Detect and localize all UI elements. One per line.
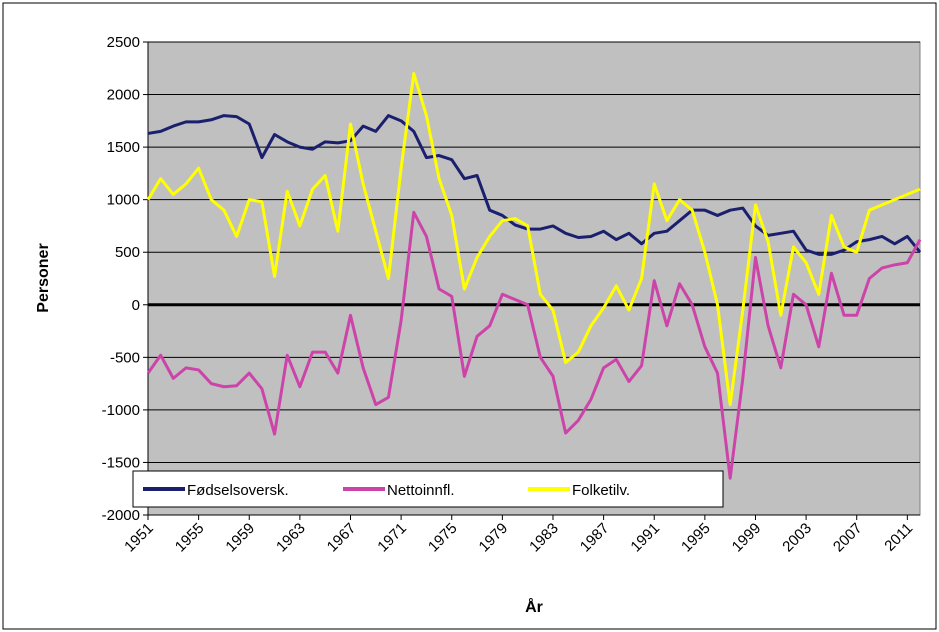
y-tick-label: -1500	[102, 454, 140, 471]
y-tick-label: -500	[110, 349, 140, 366]
y-tick-label: 2500	[107, 34, 140, 51]
legend-label: Nettoinnfl.	[387, 482, 455, 499]
y-tick-label: -2000	[102, 507, 140, 524]
y-axis-title: Personer	[35, 243, 52, 312]
y-tick-label: 1500	[107, 139, 140, 156]
y-tick-label: 0	[132, 297, 140, 314]
y-tick-label: -1000	[102, 402, 140, 419]
legend-label: Folketilv.	[572, 482, 630, 499]
y-tick-label: 2000	[107, 87, 140, 104]
y-tick-label: 1000	[107, 192, 140, 209]
y-tick-label: 500	[115, 244, 140, 261]
series-line	[147, 114, 922, 256]
series-line	[146, 72, 921, 407]
legend-box	[132, 470, 724, 508]
legend-label: Fødselsoversk.	[187, 482, 289, 499]
x-axis-title: År	[525, 597, 543, 616]
plot-area	[147, 41, 921, 516]
series-line	[146, 210, 922, 480]
